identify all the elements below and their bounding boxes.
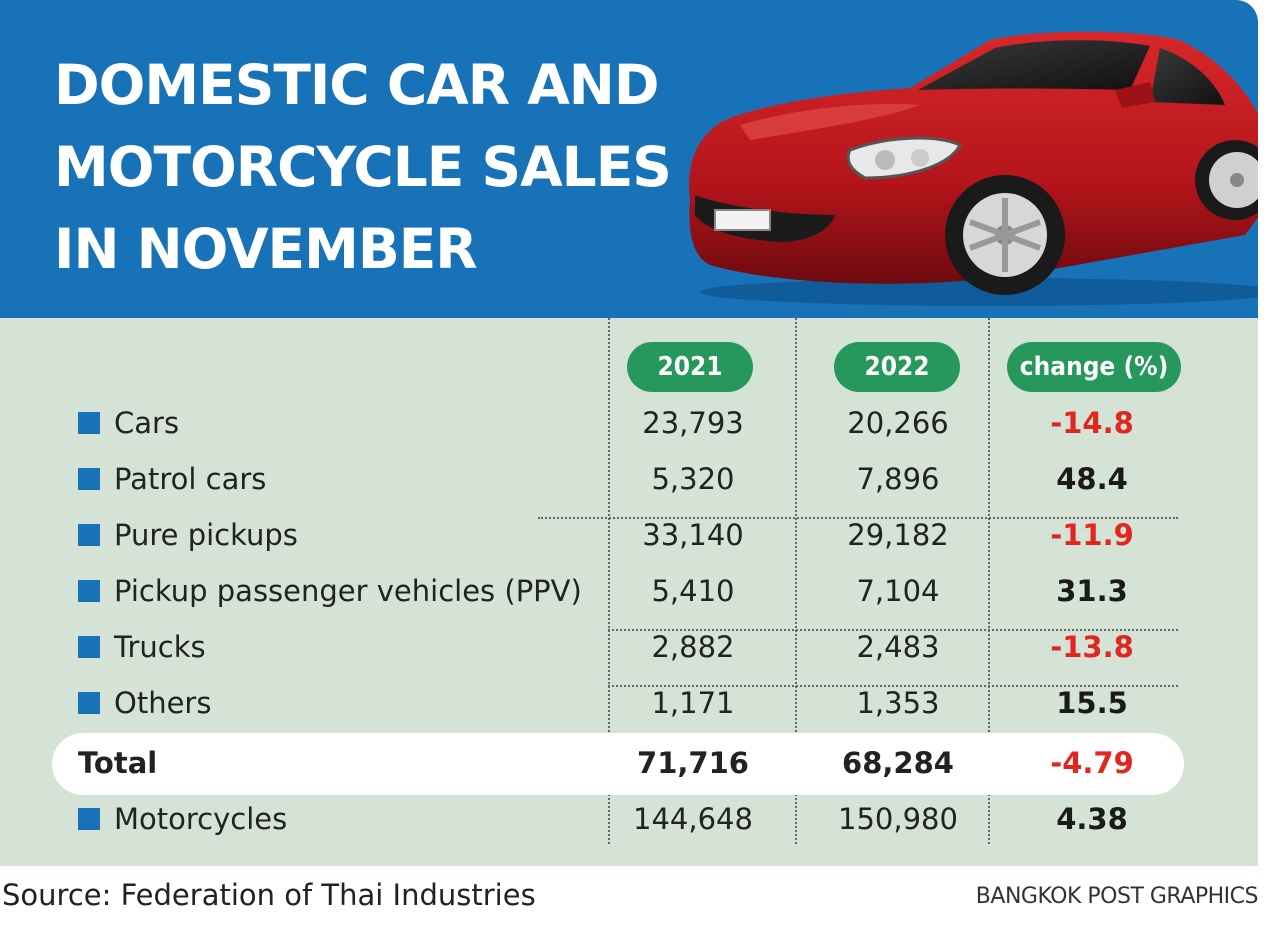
row-label: Motorcycles xyxy=(114,802,288,836)
value-change: 15.5 xyxy=(1056,686,1128,720)
graphics-credit: BANGKOK POST GRAPHICS xyxy=(975,884,1259,909)
value-change: -14.8 xyxy=(1050,406,1134,440)
column-header-change: change (%) xyxy=(1007,342,1181,392)
column-divider-1 xyxy=(608,318,610,844)
value-change: -11.9 xyxy=(1050,518,1134,552)
row-label: Trucks xyxy=(114,630,206,664)
bullet-square-icon xyxy=(78,636,100,658)
column-divider-2 xyxy=(795,318,797,844)
total-highlight xyxy=(52,733,1184,795)
title-line-3: IN NOVEMBER xyxy=(54,217,478,281)
value-2022: 68,284 xyxy=(842,746,954,780)
bullet-square-icon xyxy=(78,524,100,546)
value-2021: 5,410 xyxy=(651,574,735,608)
bullet-square-icon xyxy=(78,468,100,490)
value-2022: 7,104 xyxy=(856,574,940,608)
title-line-2: MOTORCYCLE SALES xyxy=(54,135,672,199)
table-row: Patrol cars 5,320 7,896 48.4 xyxy=(0,453,1258,509)
value-2021: 144,648 xyxy=(633,802,753,836)
row-label: Total xyxy=(78,746,158,780)
value-change: -4.79 xyxy=(1050,746,1134,780)
value-2022: 20,266 xyxy=(847,406,949,440)
value-change: -13.8 xyxy=(1050,630,1134,664)
row-label: Patrol cars xyxy=(114,462,267,496)
row-label: Pure pickups xyxy=(114,518,298,552)
table-row-total: Total 71,716 68,284 -4.79 xyxy=(0,737,1258,793)
value-2022: 2,483 xyxy=(856,630,940,664)
table-row: Others 1,171 1,353 15.5 xyxy=(0,677,1258,733)
value-2021: 1,171 xyxy=(651,686,735,720)
value-2022: 7,896 xyxy=(856,462,940,496)
table-row: Trucks 2,882 2,483 -13.8 xyxy=(0,621,1258,677)
row-divider-3 xyxy=(608,685,1178,687)
source-note: Source: Federation of Thai Industries xyxy=(2,878,536,912)
row-label: Cars xyxy=(114,406,180,440)
value-change: 4.38 xyxy=(1056,802,1128,836)
chart-title: DOMESTIC CAR AND MOTORCYCLE SALES IN NOV… xyxy=(54,44,694,290)
car-icon xyxy=(689,31,1258,306)
value-change: 31.3 xyxy=(1056,574,1128,608)
value-change: 48.4 xyxy=(1056,462,1128,496)
value-2021: 2,882 xyxy=(651,630,735,664)
column-header-2021: 2021 xyxy=(627,342,753,392)
bullet-square-icon xyxy=(78,692,100,714)
row-divider-1 xyxy=(538,517,1178,519)
row-label: Others xyxy=(114,686,212,720)
title-line-1: DOMESTIC CAR AND xyxy=(54,53,660,117)
bullet-square-icon xyxy=(78,412,100,434)
value-2022: 150,980 xyxy=(838,802,958,836)
header-banner: DOMESTIC CAR AND MOTORCYCLE SALES IN NOV… xyxy=(0,0,1258,318)
table-row: Cars 23,793 20,266 -14.8 xyxy=(0,397,1258,453)
table-row: Pure pickups 33,140 29,182 -11.9 xyxy=(0,509,1258,565)
column-divider-3 xyxy=(988,318,990,844)
value-2022: 29,182 xyxy=(847,518,949,552)
value-2021: 71,716 xyxy=(637,746,749,780)
value-2022: 1,353 xyxy=(856,686,940,720)
value-2021: 33,140 xyxy=(642,518,744,552)
table-row: Motorcycles 144,648 150,980 4.38 xyxy=(0,793,1258,849)
bullet-square-icon xyxy=(78,580,100,602)
value-2021: 5,320 xyxy=(651,462,735,496)
row-divider-2 xyxy=(608,629,1178,631)
bullet-square-icon xyxy=(78,808,100,830)
table-row: Pickup passenger vehicles (PPV) 5,410 7,… xyxy=(0,565,1258,621)
row-label: Pickup passenger vehicles (PPV) xyxy=(114,574,582,608)
value-2021: 23,793 xyxy=(642,406,744,440)
column-header-2022: 2022 xyxy=(834,342,960,392)
